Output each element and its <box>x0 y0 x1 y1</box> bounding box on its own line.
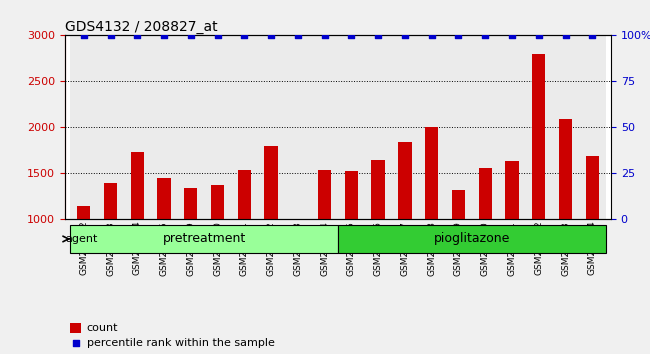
Bar <box>552 35 579 219</box>
Bar <box>231 35 257 219</box>
Bar <box>204 35 231 219</box>
Bar <box>338 35 365 219</box>
Point <box>266 33 276 38</box>
Bar <box>177 35 204 219</box>
Bar <box>131 152 144 219</box>
Point <box>432 291 443 297</box>
Bar <box>211 184 224 219</box>
Bar <box>77 206 90 219</box>
Point <box>319 33 330 38</box>
Point <box>239 33 250 38</box>
Bar <box>499 35 525 219</box>
Bar <box>419 35 445 219</box>
Bar <box>452 190 465 219</box>
Point <box>534 33 544 38</box>
Bar <box>532 54 545 219</box>
Text: pioglitazone: pioglitazone <box>434 233 510 245</box>
Bar <box>97 35 124 219</box>
Point <box>587 33 597 38</box>
Bar <box>445 35 472 219</box>
Bar <box>525 35 552 219</box>
Point <box>105 33 116 38</box>
Bar <box>371 160 385 219</box>
Point <box>453 33 463 38</box>
Bar <box>151 35 177 219</box>
Bar <box>124 35 151 219</box>
Bar <box>559 119 572 219</box>
Bar <box>70 323 81 333</box>
Bar <box>365 35 391 219</box>
Bar <box>344 171 358 219</box>
Bar <box>398 142 411 219</box>
Point <box>186 33 196 38</box>
Point <box>480 33 490 38</box>
Bar <box>425 127 438 219</box>
Text: GDS4132 / 208827_at: GDS4132 / 208827_at <box>65 21 218 34</box>
Point <box>426 33 437 38</box>
Bar <box>157 178 171 219</box>
Bar <box>318 170 332 219</box>
Bar <box>478 168 492 219</box>
Text: pretreatment: pretreatment <box>162 233 246 245</box>
Bar <box>586 156 599 219</box>
Bar <box>104 183 117 219</box>
Point <box>560 33 571 38</box>
Bar <box>579 35 606 219</box>
Text: percentile rank within the sample: percentile rank within the sample <box>87 338 275 348</box>
Point <box>346 33 357 38</box>
Point <box>373 33 384 38</box>
Bar <box>238 170 251 219</box>
Bar <box>505 161 519 219</box>
Point <box>79 33 89 38</box>
Point <box>400 33 410 38</box>
Bar <box>285 35 311 219</box>
Point <box>213 33 223 38</box>
Bar <box>265 146 278 219</box>
Bar <box>311 35 338 219</box>
Point <box>159 33 169 38</box>
Point <box>132 33 142 38</box>
Text: count: count <box>87 323 118 333</box>
Point <box>292 33 303 38</box>
Point <box>507 33 517 38</box>
Bar <box>257 35 285 219</box>
Bar <box>70 35 97 219</box>
Text: agent: agent <box>66 234 98 244</box>
FancyBboxPatch shape <box>70 225 338 253</box>
Bar <box>472 35 499 219</box>
Bar <box>184 188 198 219</box>
FancyBboxPatch shape <box>338 225 606 253</box>
Bar <box>391 35 419 219</box>
